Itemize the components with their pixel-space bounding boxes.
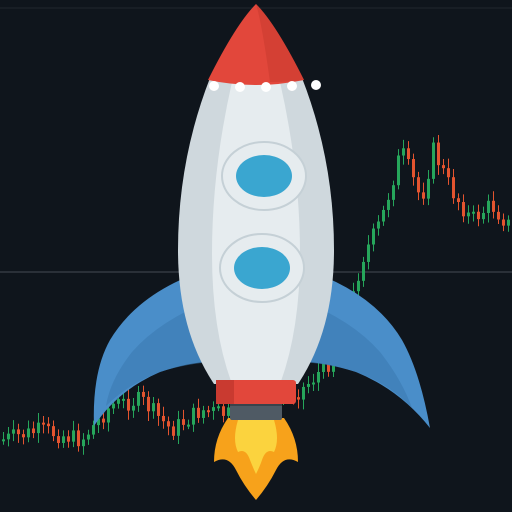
candle-body xyxy=(462,202,465,217)
candle-body xyxy=(327,359,330,372)
candle-body xyxy=(27,428,30,438)
candle-body xyxy=(392,185,395,200)
candle-body xyxy=(62,436,65,443)
candle-body xyxy=(452,177,455,199)
candle-body xyxy=(197,407,200,418)
candle-body xyxy=(22,434,25,438)
candle-body xyxy=(397,155,400,186)
candle-body xyxy=(502,219,505,226)
candle-body xyxy=(487,200,490,213)
candle-body xyxy=(492,200,495,212)
candle-body xyxy=(222,406,225,416)
candle-body xyxy=(122,398,125,401)
candle-body xyxy=(212,407,215,411)
candle-body xyxy=(177,419,180,436)
candle-body xyxy=(67,436,70,442)
candle-body xyxy=(412,159,415,178)
rocket-base-band xyxy=(216,380,296,404)
candle-body xyxy=(472,211,475,214)
candle-body xyxy=(332,361,335,372)
candle-body xyxy=(17,429,20,435)
candle-body xyxy=(367,244,370,262)
candle-body xyxy=(57,436,60,443)
candle-body xyxy=(477,211,480,220)
candle-body xyxy=(387,199,390,210)
candle-body xyxy=(192,407,195,425)
candle-body xyxy=(137,391,140,406)
candle-body xyxy=(97,418,100,426)
rocket-window-top xyxy=(221,141,307,211)
candle-body xyxy=(322,359,325,372)
candle-body xyxy=(202,410,205,418)
candle-body xyxy=(402,148,405,156)
candle-body xyxy=(217,406,220,409)
candle-body xyxy=(162,415,165,422)
candle-body xyxy=(407,148,410,160)
candle-body xyxy=(92,425,95,435)
rocket-rivets xyxy=(209,80,321,92)
candle-body xyxy=(102,418,105,423)
candle-body xyxy=(447,168,450,178)
candle-body xyxy=(497,211,500,220)
candle-body xyxy=(152,403,155,412)
candle-body xyxy=(157,403,160,416)
candle-body xyxy=(117,399,120,404)
candle-body xyxy=(372,228,375,245)
candle-body xyxy=(457,198,460,203)
rocket-flame-icon xyxy=(214,418,298,500)
candle-body xyxy=(42,422,45,425)
candle-body xyxy=(52,426,55,437)
candle-body xyxy=(207,410,210,413)
candle-body xyxy=(317,371,320,383)
candle-body xyxy=(72,430,75,442)
candle-body xyxy=(142,391,145,397)
candle-body xyxy=(297,397,300,400)
candle-body xyxy=(357,280,360,292)
candle-body xyxy=(307,383,310,387)
candle-body xyxy=(302,386,305,400)
candle-body xyxy=(432,142,435,179)
candle-body xyxy=(47,423,50,427)
candle-body xyxy=(422,192,425,199)
candle-body xyxy=(362,261,365,281)
candle-body xyxy=(37,422,40,434)
candle-body xyxy=(172,426,175,436)
candle-body xyxy=(482,212,485,220)
candle-body xyxy=(382,209,385,222)
candle-body xyxy=(442,165,445,169)
candle-body xyxy=(77,430,80,447)
candle-body xyxy=(2,439,5,442)
candle-body xyxy=(127,398,130,411)
candle-body xyxy=(437,142,440,166)
candle-body xyxy=(167,421,170,427)
candle-body xyxy=(7,433,10,440)
candle-body xyxy=(132,405,135,411)
candle-body xyxy=(377,221,380,229)
candle-body xyxy=(312,382,315,385)
candle-body xyxy=(82,439,85,447)
candle-body xyxy=(467,212,470,217)
candle-body xyxy=(227,407,230,416)
candle-body xyxy=(417,177,420,193)
candle-body xyxy=(187,424,190,427)
candle-body xyxy=(107,408,110,423)
candle-body xyxy=(182,419,185,425)
candle-body xyxy=(427,178,430,199)
rocket-window-bottom xyxy=(219,233,305,303)
candle-body xyxy=(12,429,15,434)
candle-body xyxy=(112,403,115,409)
candle-body xyxy=(147,396,150,412)
candle-body xyxy=(32,428,35,434)
rocket-nozzle xyxy=(230,402,282,420)
candle-body xyxy=(87,434,90,440)
candle-body xyxy=(507,219,510,226)
